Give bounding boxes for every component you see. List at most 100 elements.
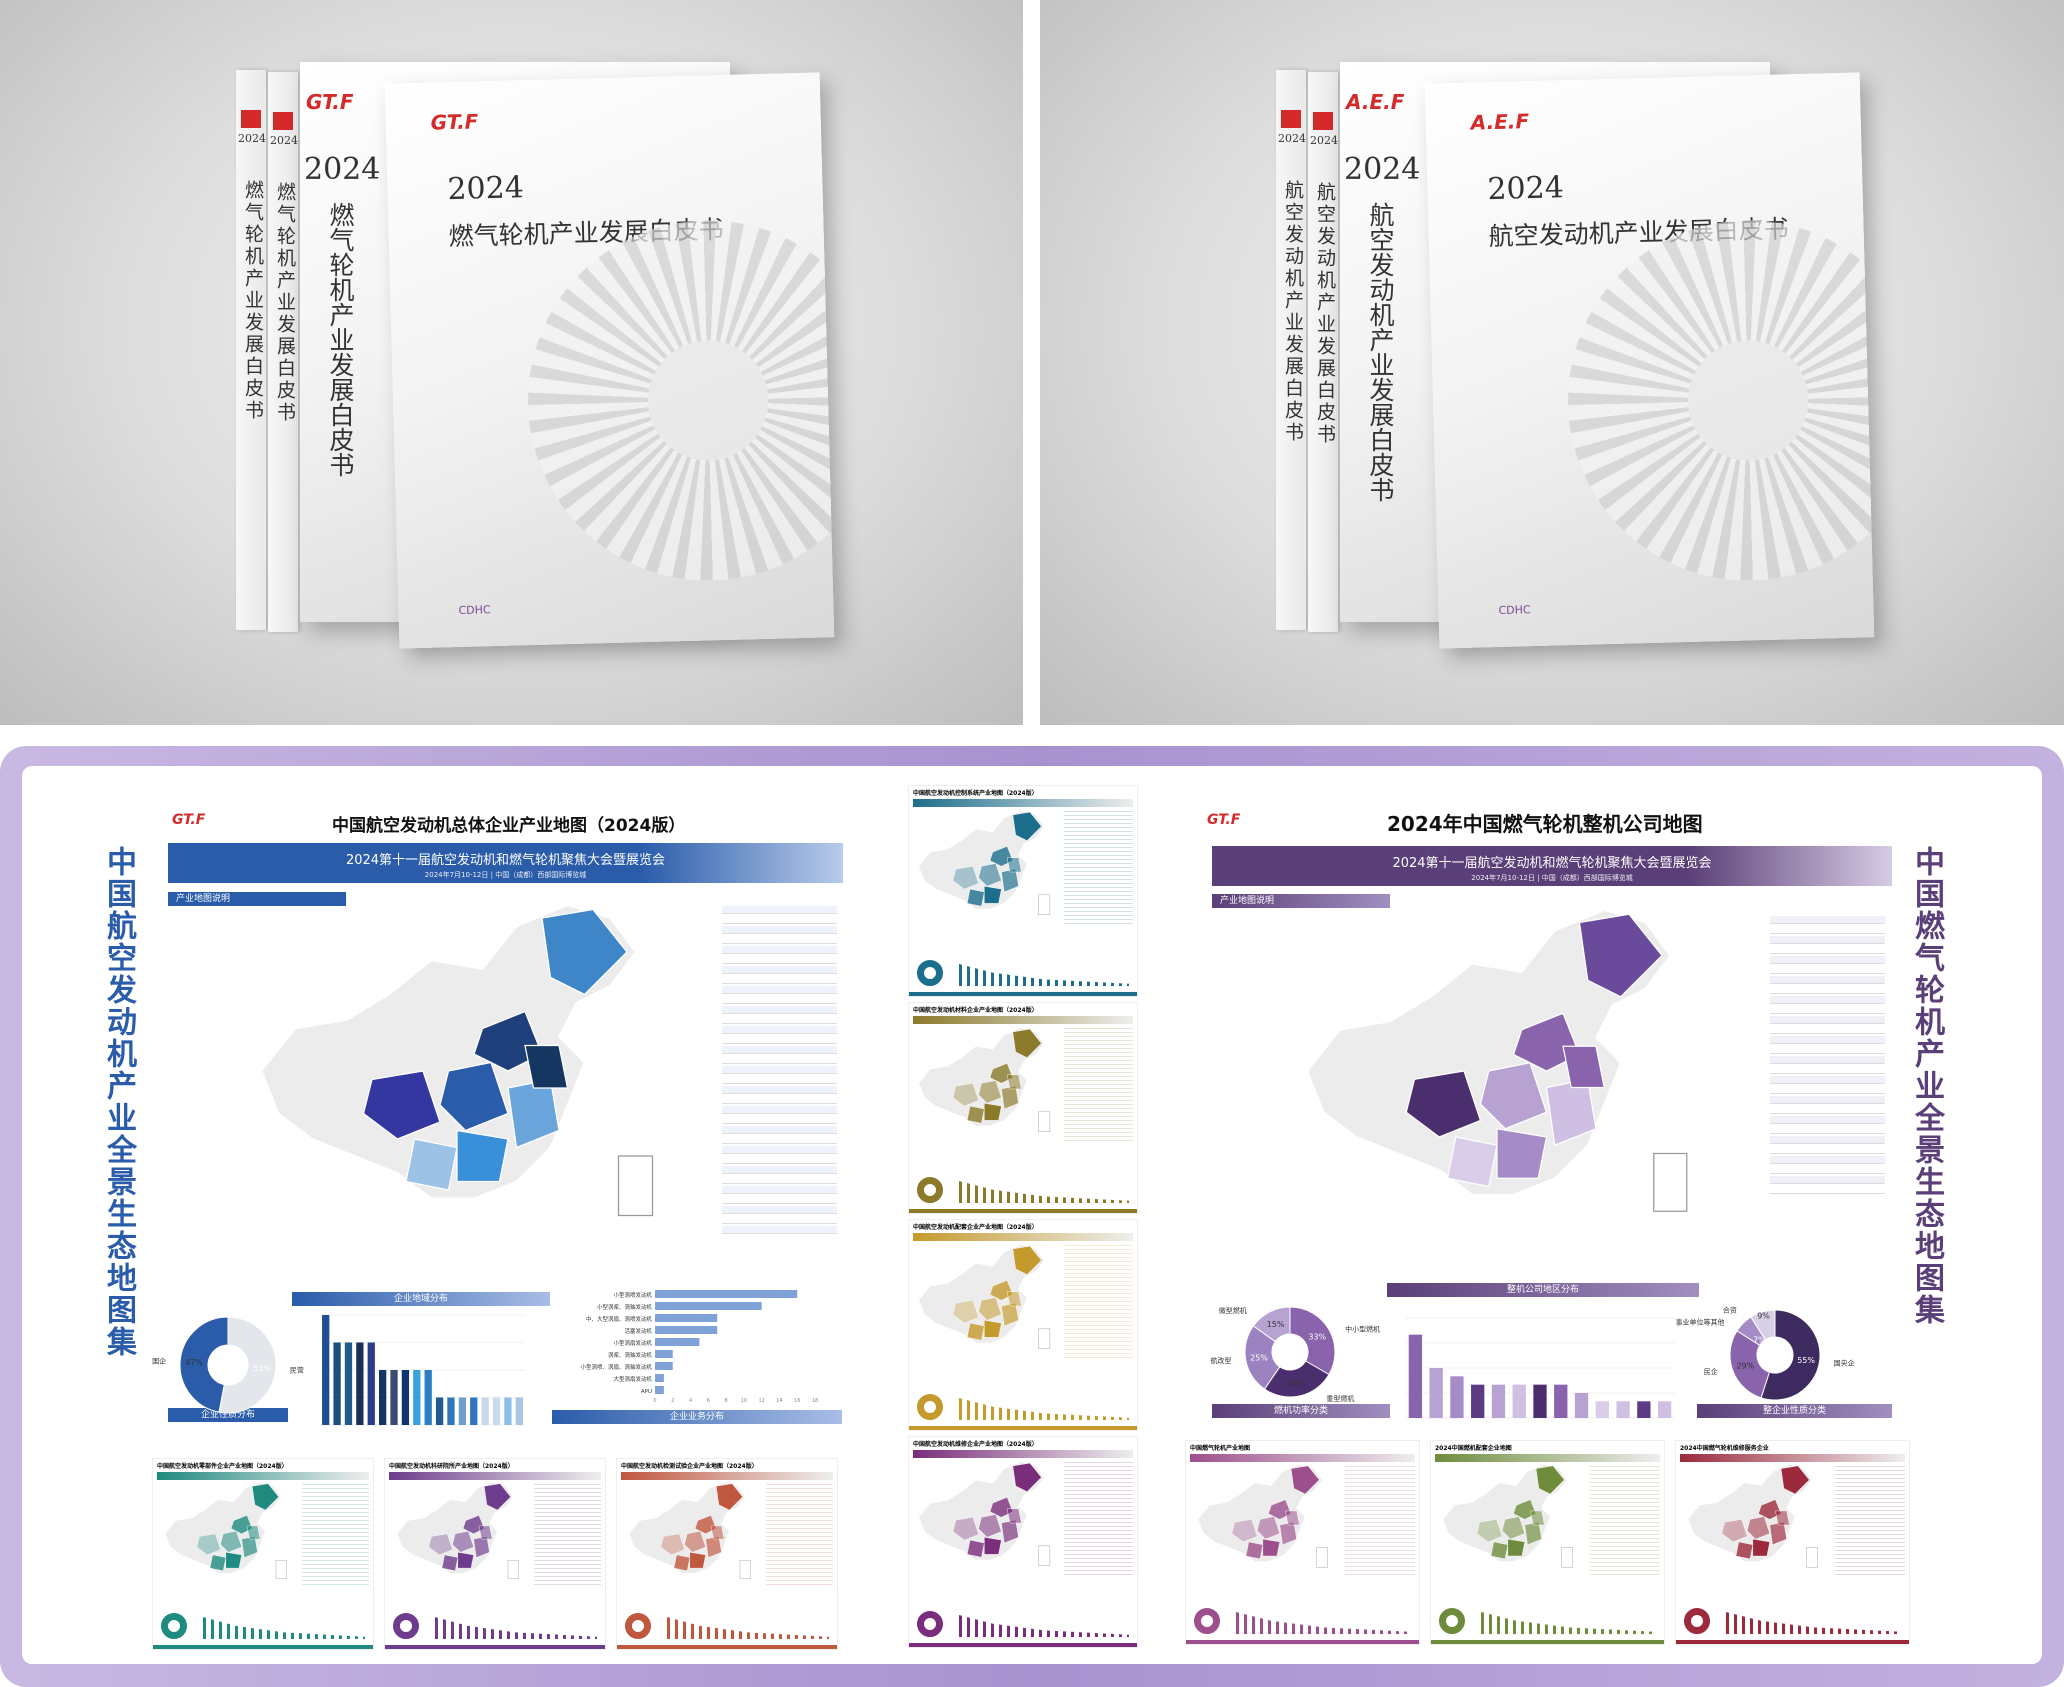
province-region — [1535, 1465, 1565, 1495]
mini-bar-chart — [959, 1181, 1129, 1203]
company-list-row — [1770, 1006, 1885, 1014]
mini-donut-chart — [625, 1613, 651, 1639]
mini-china-map — [628, 1482, 751, 1579]
mini-bar-chart — [1481, 1612, 1656, 1634]
company-list-row — [1770, 1176, 1885, 1184]
aero-company-list — [722, 906, 837, 1236]
mini-poster-footer — [617, 1645, 837, 1649]
province-region — [1006, 1508, 1022, 1524]
province-region — [362, 1070, 441, 1140]
cover-logo: GT.F — [430, 109, 479, 135]
mini-china-map — [918, 1461, 1051, 1566]
province-region — [1290, 1465, 1320, 1495]
company-list-row — [722, 976, 837, 984]
company-list-row — [722, 1056, 837, 1064]
company-list-row — [1770, 976, 1885, 984]
book-spine: 2024 航空发动机产业发展白皮书 — [1276, 70, 1306, 630]
mini-company-list — [1589, 1463, 1660, 1576]
mini-poster-footer — [153, 1645, 373, 1649]
mini-poster-banner — [1680, 1454, 1905, 1462]
mini-poster-footer — [1431, 1640, 1664, 1644]
gas-atlas-title: 中国燃气轮机产业全景生态地图集 — [1909, 846, 1944, 1326]
company-list-row — [722, 916, 837, 924]
province-region — [710, 1525, 725, 1540]
book-cover-front: A.E.F 2024 航空发动机产业发展白皮书 CDHC — [1424, 72, 1875, 649]
province-region — [1012, 1028, 1042, 1058]
mini-poster-title: 中国航空发动机材料企业产业地图（2024版） — [913, 1007, 1038, 1014]
province-region — [684, 1530, 706, 1553]
province-region — [715, 1483, 743, 1511]
company-list-row — [1770, 1056, 1885, 1064]
province-region — [966, 1105, 985, 1124]
gtf-logo: GT.F — [1207, 812, 1241, 828]
province-region — [473, 1010, 543, 1072]
province-region — [225, 1552, 242, 1569]
mini-bar-chart — [959, 1398, 1129, 1420]
mini-china-map — [396, 1482, 519, 1579]
province-region — [541, 908, 628, 996]
aero-poster-title: 中国航空发动机总体企业产业地图（2024版） — [332, 816, 686, 836]
company-list-row — [722, 1106, 837, 1114]
south-china-sea-inset — [1806, 1547, 1818, 1568]
mini-map-poster: 中国航空发动机检测试验企业产业地图（2024版） — [616, 1458, 838, 1650]
province-region — [1012, 1245, 1042, 1275]
spine-year: 2024 — [238, 132, 266, 145]
book-spine: 2024 燃气轮机产业发展白皮书 — [236, 70, 266, 630]
south-china-sea-inset — [1038, 1328, 1051, 1349]
company-list-row — [1770, 956, 1885, 964]
banner-subtitle: 2024年7月10-12日 | 中国（成都）西部国际博览城 — [1471, 874, 1633, 882]
gas-china-map — [1306, 909, 1688, 1212]
mini-donut-chart — [917, 1394, 943, 1420]
mini-china-map — [918, 810, 1051, 915]
company-list-row — [1770, 1046, 1885, 1054]
company-list-row — [1770, 1016, 1885, 1024]
legend-title: 产业地图说明 — [168, 892, 346, 906]
province-region — [1752, 1538, 1771, 1557]
company-list-row — [722, 1226, 837, 1234]
province-region — [978, 863, 1002, 887]
mini-donut-chart — [917, 960, 943, 986]
province-region — [1006, 857, 1022, 873]
province-region — [1775, 1510, 1790, 1526]
donut2-section-label: 整企业性质分类 — [1697, 1404, 1892, 1418]
company-list-row — [722, 1036, 837, 1044]
south-china-sea-inset — [1038, 1111, 1051, 1132]
company-list-row — [1770, 996, 1885, 1004]
province-region — [984, 1537, 1002, 1555]
banner-subtitle: 2024年7月10-12日 | 中国（成都）西部国际博览城 — [424, 871, 587, 879]
province-region — [694, 1515, 717, 1535]
company-list-row — [1770, 1106, 1885, 1114]
mini-poster-footer — [909, 992, 1137, 996]
company-list-row — [722, 1186, 837, 1194]
company-list-row — [722, 906, 837, 914]
company-list-row — [722, 1076, 837, 1084]
gas-poster-title: 2024年中国燃气轮机整机公司地图 — [1387, 812, 1703, 836]
company-list-row — [1770, 1186, 1885, 1194]
mini-poster-footer — [909, 1643, 1137, 1647]
company-list-row — [1770, 916, 1885, 924]
province-region — [1256, 1516, 1281, 1540]
company-list-row — [1770, 926, 1885, 934]
south-china-sea-inset — [1038, 894, 1051, 915]
spine-title: 航空发动机产业发展白皮书 — [1314, 182, 1336, 446]
province-region — [989, 1063, 1014, 1084]
mini-china-map — [1197, 1464, 1328, 1568]
company-list-row — [722, 1166, 837, 1174]
province-region — [456, 1129, 509, 1183]
spine-year: 2024 — [1310, 134, 1338, 147]
province-region — [1245, 1541, 1264, 1560]
cover-logo: A.E.F — [1470, 109, 1530, 135]
south-china-sea-inset — [275, 1559, 287, 1579]
province-region — [1735, 1541, 1754, 1560]
province-region — [1758, 1499, 1782, 1520]
province-region — [989, 1280, 1014, 1301]
mini-bar-chart — [667, 1617, 829, 1639]
south-china-sea-inset — [1561, 1547, 1573, 1568]
province-region — [1285, 1510, 1300, 1526]
bar-section-label: 整机公司地区分布 — [1387, 1283, 1699, 1297]
mini-bar-chart — [203, 1617, 365, 1639]
company-list-row — [722, 956, 837, 964]
company-list-row — [722, 1176, 837, 1184]
mini-china-map — [1687, 1464, 1818, 1568]
mini-company-list — [1064, 1242, 1133, 1359]
